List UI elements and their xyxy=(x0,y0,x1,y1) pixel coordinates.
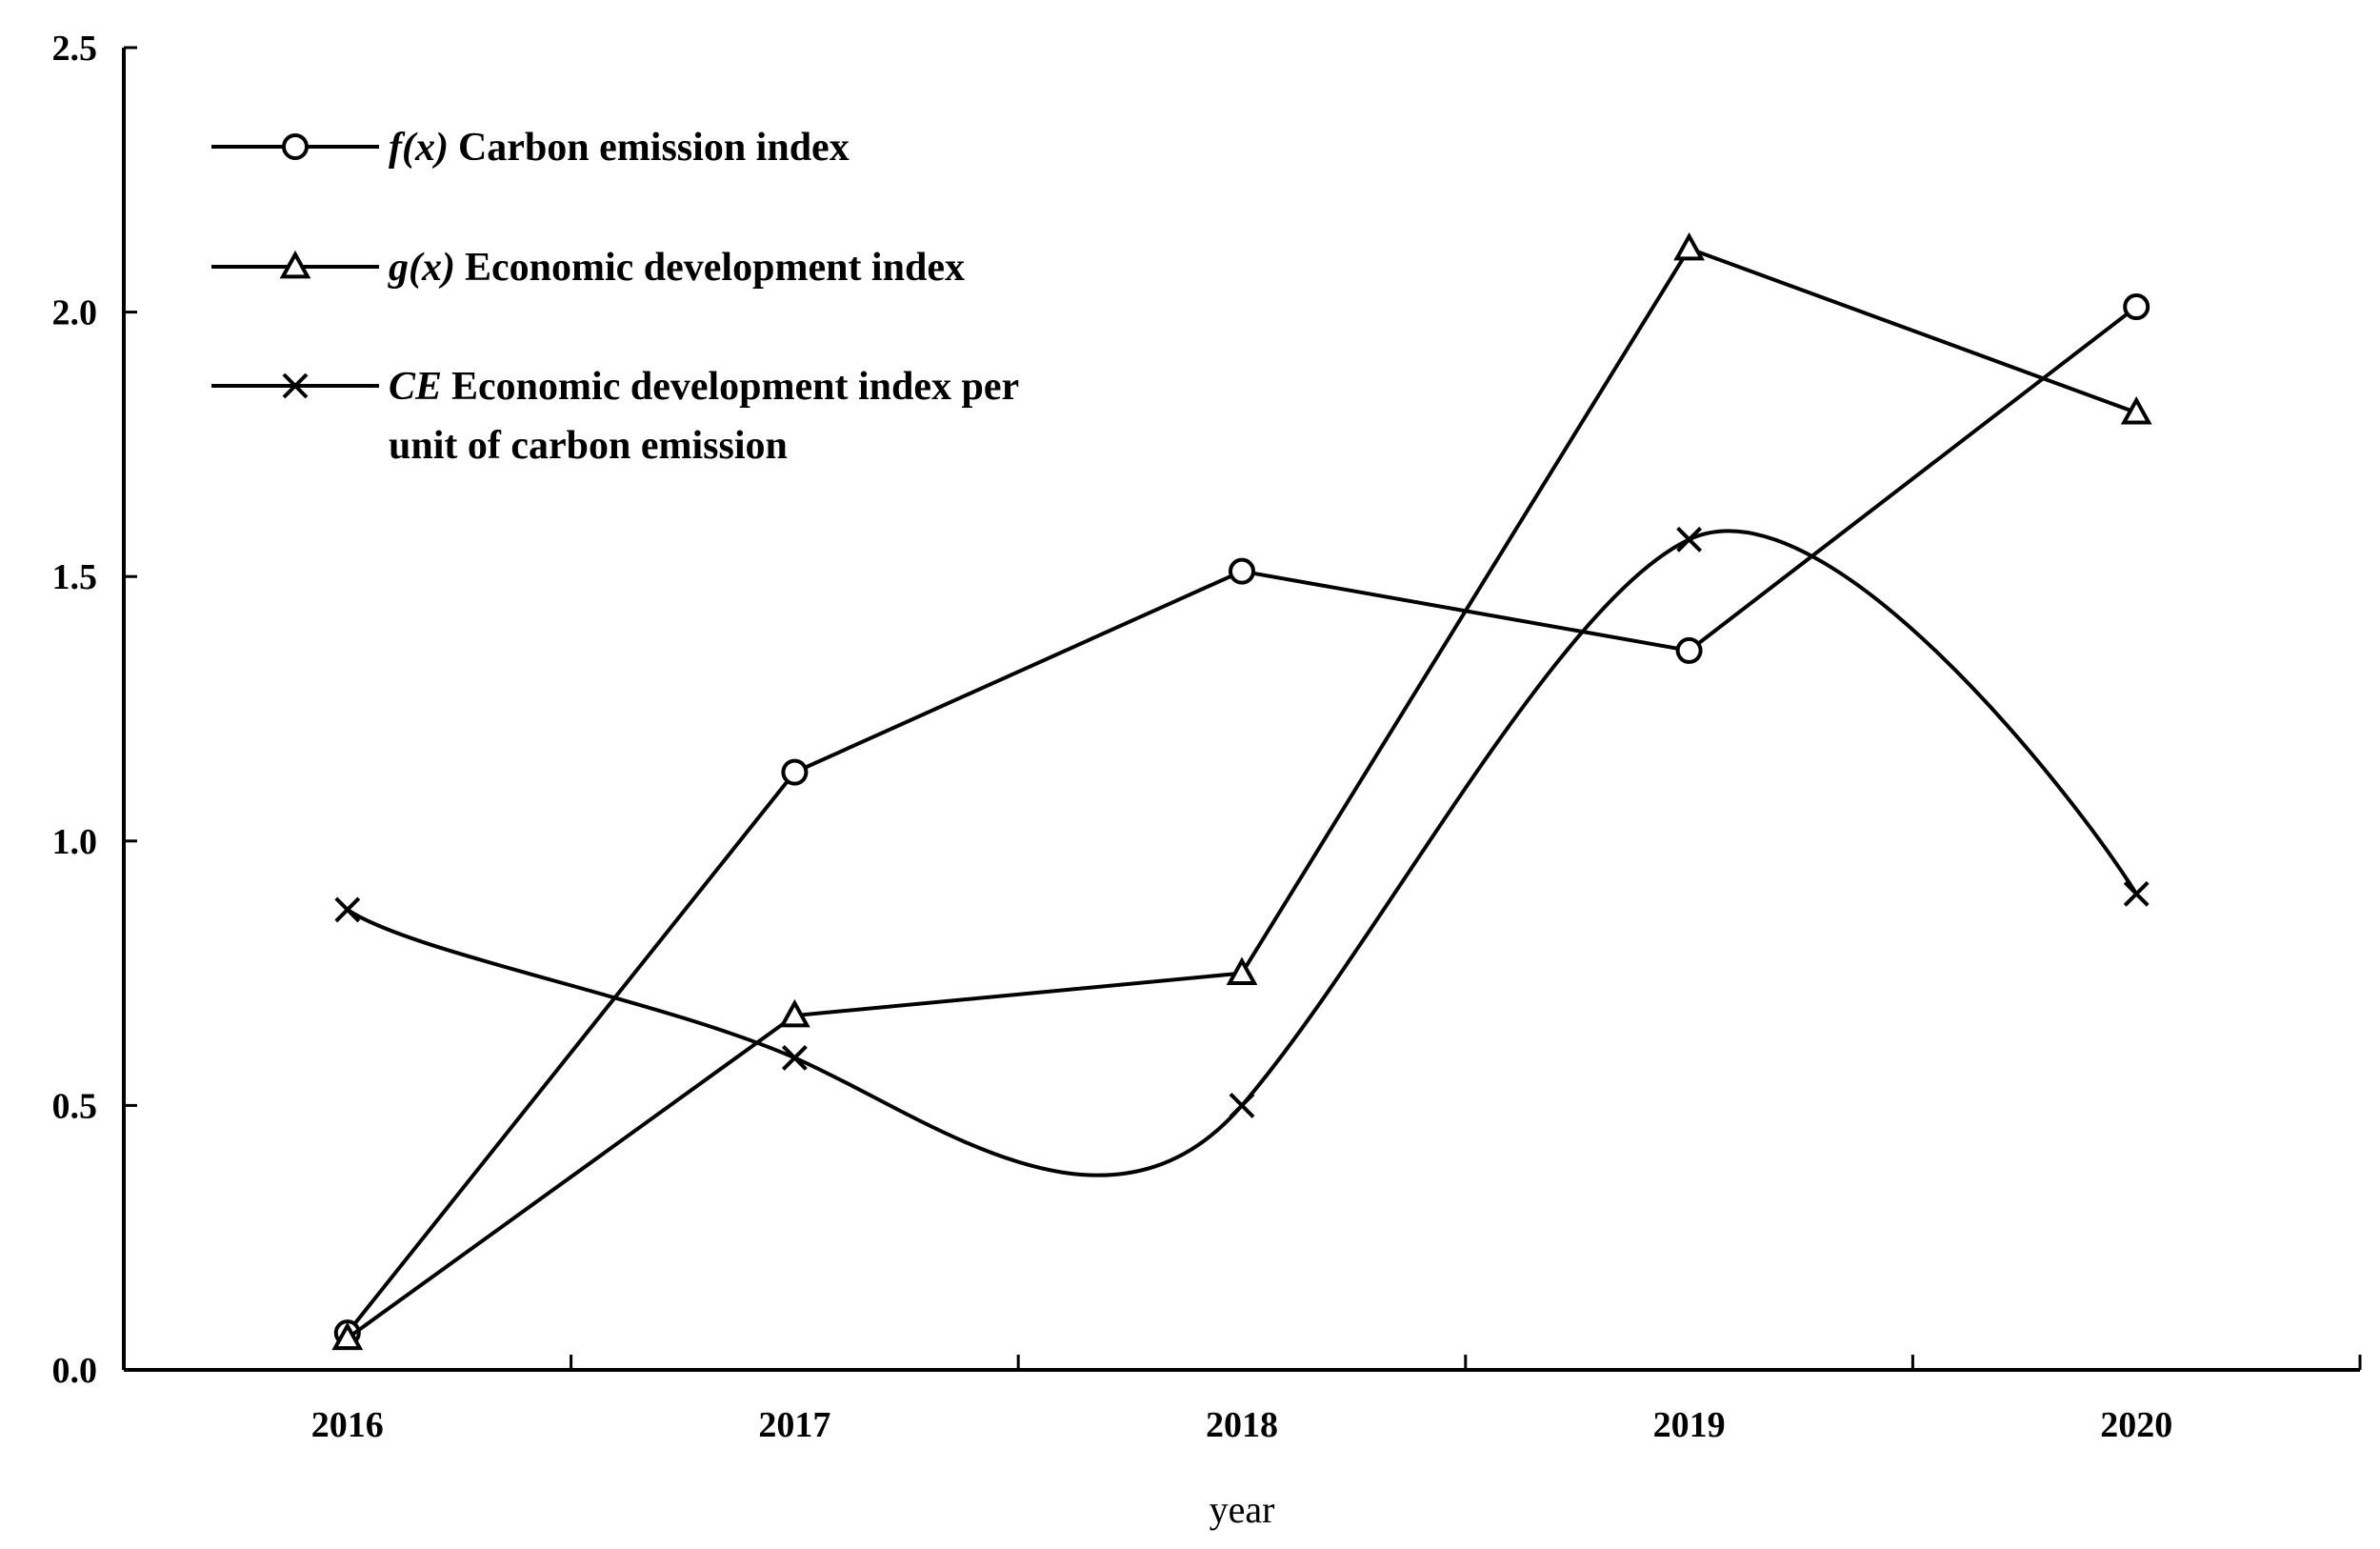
data-point xyxy=(1229,557,1255,585)
legend-item: f(x) Carbon emission index xyxy=(211,126,850,170)
legend-name: Economic development index xyxy=(465,246,965,290)
data-point xyxy=(2123,880,2150,907)
data-point xyxy=(1229,1092,1255,1118)
legend-label-line2: unit of carbon emission xyxy=(389,424,788,468)
legend-item: g(x) Economic development index xyxy=(211,246,965,290)
y-tick-label: 1.0 xyxy=(52,822,98,862)
legend-marker xyxy=(282,133,309,160)
data-point xyxy=(2123,293,2150,321)
legend-name: Economic development index per xyxy=(451,365,1019,409)
series-circle xyxy=(333,293,2150,1347)
series-line xyxy=(346,529,2138,1177)
data-point xyxy=(331,1321,364,1351)
axes xyxy=(122,48,2360,1372)
y-tick-label: 1.5 xyxy=(52,557,98,597)
legend-name: Carbon emission index xyxy=(458,126,850,170)
x-tick-label: 2019 xyxy=(1653,1405,1726,1445)
legend-symbol: g(x) xyxy=(388,246,455,290)
data-point xyxy=(2120,395,2152,425)
legend-marker xyxy=(279,250,311,279)
data-point xyxy=(1675,636,1703,664)
x-ticks: 2016 2017 2018 2019 2020 xyxy=(311,1355,2362,1445)
legend-marker xyxy=(282,372,309,399)
data-point xyxy=(1226,956,1258,985)
data-point xyxy=(781,1045,808,1071)
series-layer xyxy=(331,231,2152,1351)
y-tick-label: 0.0 xyxy=(52,1351,98,1391)
series-x xyxy=(334,526,2150,1177)
data-point xyxy=(779,998,810,1028)
legend-label: f(x) Carbon emission index xyxy=(389,126,850,170)
series-triangle xyxy=(331,231,2152,1351)
legend-label: g(x) Economic development index xyxy=(388,246,965,290)
y-tick-label: 2.5 xyxy=(52,29,98,69)
data-point xyxy=(781,758,809,786)
legend-item: CE Economic development index per unit of … xyxy=(211,365,1019,468)
data-point xyxy=(1673,231,1705,261)
legend-symbol: f(x) xyxy=(389,126,449,170)
x-tick-label: 2017 xyxy=(758,1405,830,1445)
data-point xyxy=(334,896,361,923)
x-tick-label: 2016 xyxy=(311,1405,384,1445)
x-tick-label: 2020 xyxy=(2100,1405,2172,1445)
x-axis-title: year xyxy=(1210,1488,1275,1531)
legend-label: CE Economic development index per xyxy=(389,365,1019,409)
y-tick-label: 0.5 xyxy=(52,1086,98,1126)
data-point xyxy=(1676,526,1703,553)
series-line xyxy=(346,246,2137,1340)
x-tick-label: 2018 xyxy=(1206,1405,1278,1445)
legend-symbol: CE xyxy=(389,365,442,409)
y-tick-label: 2.0 xyxy=(52,293,98,333)
y-ticks: 0.0 0.5 1.0 1.5 2.0 2.5 xyxy=(52,29,137,1391)
